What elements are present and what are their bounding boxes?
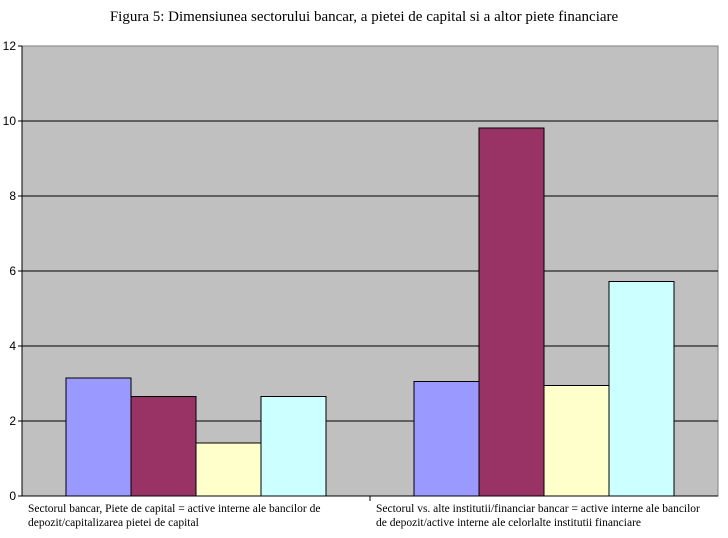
bar <box>130 396 197 497</box>
bar <box>413 381 480 497</box>
chart-title: Figura 5: Dimensiunea sectorului bancar,… <box>110 9 619 25</box>
y-tick-label: 6 <box>9 264 16 278</box>
bar <box>543 384 610 497</box>
bars <box>65 127 675 497</box>
axes <box>18 45 718 501</box>
y-tick-label: 12 <box>3 39 17 53</box>
bar <box>478 127 545 497</box>
bar <box>195 442 262 497</box>
x-category-label: depozit/capitalizarea pietei de capital <box>28 517 199 529</box>
bar <box>65 377 132 497</box>
bar <box>608 281 675 497</box>
x-category-label: Sectorul vs. alte institutii/financiar b… <box>376 503 700 515</box>
y-tick-label: 8 <box>9 189 16 203</box>
x-category-label: de depozit/active interne ale celorlalte… <box>376 517 641 529</box>
y-tick-label: 4 <box>9 339 16 353</box>
y-tick-label: 10 <box>3 114 17 128</box>
bar <box>260 396 327 497</box>
y-tick-label: 0 <box>9 489 16 503</box>
y-tick-label: 2 <box>9 414 16 428</box>
labels: 0 2 4 6 8 10 12 Sectorul bancar, Piete de capit… <box>3 39 700 529</box>
x-category-label: Sectorul bancar, Piete de capital = acti… <box>28 503 320 515</box>
